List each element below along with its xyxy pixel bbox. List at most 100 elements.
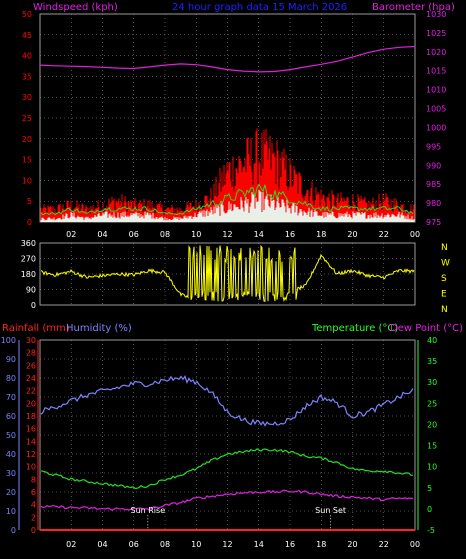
temp-tick-label: 40 [427, 336, 437, 345]
x-tick-label: 02 [66, 540, 76, 549]
rain-tick-label: 28 [26, 349, 36, 358]
x-tick-label: 06 [129, 230, 139, 239]
right-tick-label: 995 [426, 142, 441, 151]
direction-line [40, 244, 415, 302]
direction-tick-label: 180 [21, 270, 36, 279]
rain-tick-label: 6 [31, 488, 36, 497]
humidity-tick-label: 70 [6, 393, 16, 402]
right-tick-label: 990 [426, 161, 441, 170]
temp-tick-label: 35 [427, 357, 437, 366]
rain-tick-label: 22 [26, 387, 36, 396]
direction-tick-label: 0 [31, 301, 36, 310]
x-tick-label: 08 [160, 230, 170, 239]
humidity-tick-label: 30 [6, 469, 16, 478]
x-tick-label: 22 [379, 230, 389, 239]
x-tick-label: 02 [66, 230, 76, 239]
rain-tick-label: 0 [31, 526, 36, 535]
x-tick-label: 08 [160, 540, 170, 549]
temp-tick-label: 25 [427, 399, 437, 408]
x-tick-label: 20 [347, 230, 357, 239]
x-tick-label: 14 [254, 230, 264, 239]
right-tick-label: 980 [426, 199, 441, 208]
right-tick-label: 1030 [426, 10, 446, 19]
x-tick-label: 10 [191, 230, 201, 239]
rain-tick-label: 18 [26, 412, 36, 421]
x-tick-label: 00 [410, 230, 420, 239]
humidity-tick-label: 20 [6, 488, 16, 497]
chart-title: 24 hour graph data 15 March 2026 [172, 2, 347, 13]
left-tick-label: 35 [22, 72, 32, 81]
x-tick-label: 00 [410, 540, 420, 549]
x-tick-label: 04 [97, 230, 107, 239]
compass-label: N [441, 243, 448, 253]
x-tick-label: 16 [285, 540, 295, 549]
x-tick-label: 12 [222, 540, 232, 549]
temp-tick-label: 0 [427, 505, 432, 514]
humidity-tick-label: 60 [6, 412, 16, 421]
temp-tick-label: 5 [427, 484, 432, 493]
rain-tick-label: 8 [31, 475, 36, 484]
humidity-axis-title: Humidity (%) [66, 323, 132, 334]
left-tick-label: 5 [27, 197, 32, 206]
temp-tick-label: 10 [427, 463, 437, 472]
direction-tick-label: 90 [26, 286, 36, 295]
temp-tick-label: 15 [427, 442, 437, 451]
sun-marker-label: Sun Set [315, 506, 346, 515]
humidity-tick-label: 10 [6, 507, 16, 516]
compass-label: W [441, 259, 450, 269]
right-tick-label: 1000 [426, 123, 446, 132]
direction-tick-label: 360 [21, 239, 36, 248]
left-tick-label: 15 [22, 156, 32, 165]
humidity-line [40, 374, 414, 427]
x-tick-label: 04 [97, 540, 107, 549]
right-tick-label: 1010 [426, 86, 446, 95]
barometer-line [39, 45, 416, 73]
compass-label: E [441, 290, 447, 300]
right-tick-label: 1015 [426, 67, 446, 76]
rain-tick-label: 4 [31, 501, 36, 510]
humidity-tick-label: 0 [11, 526, 16, 535]
rain-tick-label: 20 [26, 399, 36, 408]
rain-tick-label: 30 [26, 336, 36, 345]
humidity-tick-label: 100 [1, 336, 16, 345]
rain-tick-label: 2 [31, 513, 36, 522]
sun-marker-label: Sun Rise [130, 506, 165, 515]
dewpoint-axis-title: Dew Point (°C) [390, 323, 463, 334]
left-tick-label: 25 [22, 114, 32, 123]
humidity-tick-label: 50 [6, 431, 16, 440]
right-tick-label: 1005 [426, 105, 446, 114]
x-tick-label: 12 [222, 230, 232, 239]
right-tick-label: 1025 [426, 29, 446, 38]
dewpoint-line [40, 489, 414, 511]
x-tick-label: 22 [379, 540, 389, 549]
left-tick-label: 50 [22, 10, 32, 19]
compass-label: N [441, 305, 448, 315]
temperature-line [40, 448, 413, 490]
x-tick-label: 18 [316, 230, 326, 239]
wind-avg-line [40, 183, 414, 216]
x-tick-label: 20 [347, 540, 357, 549]
humidity-tick-label: 90 [6, 355, 16, 364]
temperature-humidity-panel: 0102030405060708090100024681012141618202… [1, 336, 437, 549]
humidity-tick-label: 80 [6, 374, 16, 383]
right-tick-label: 1020 [426, 48, 446, 57]
barometer-axis-title: Barometer (hpa) [372, 2, 455, 13]
rainfall-axis-title: Rainfall (mm) [2, 323, 70, 334]
left-tick-label: 30 [22, 93, 32, 102]
x-tick-label: 10 [191, 540, 201, 549]
windspeed-axis-title: Windspeed (kph) [33, 2, 118, 13]
x-tick-label: 16 [285, 230, 295, 239]
rain-tick-label: 14 [26, 437, 36, 446]
x-tick-label: 14 [254, 540, 264, 549]
right-tick-label: 985 [426, 180, 441, 189]
direction-tick-label: 270 [21, 255, 36, 264]
right-tick-label: 975 [426, 218, 441, 227]
left-tick-label: 45 [22, 31, 32, 40]
temp-tick-label: 20 [427, 420, 437, 429]
x-tick-label: 18 [316, 540, 326, 549]
x-tick-label: 06 [129, 540, 139, 549]
wind-barometer-panel: 0510152025303540455097598098599099510001… [22, 10, 447, 239]
